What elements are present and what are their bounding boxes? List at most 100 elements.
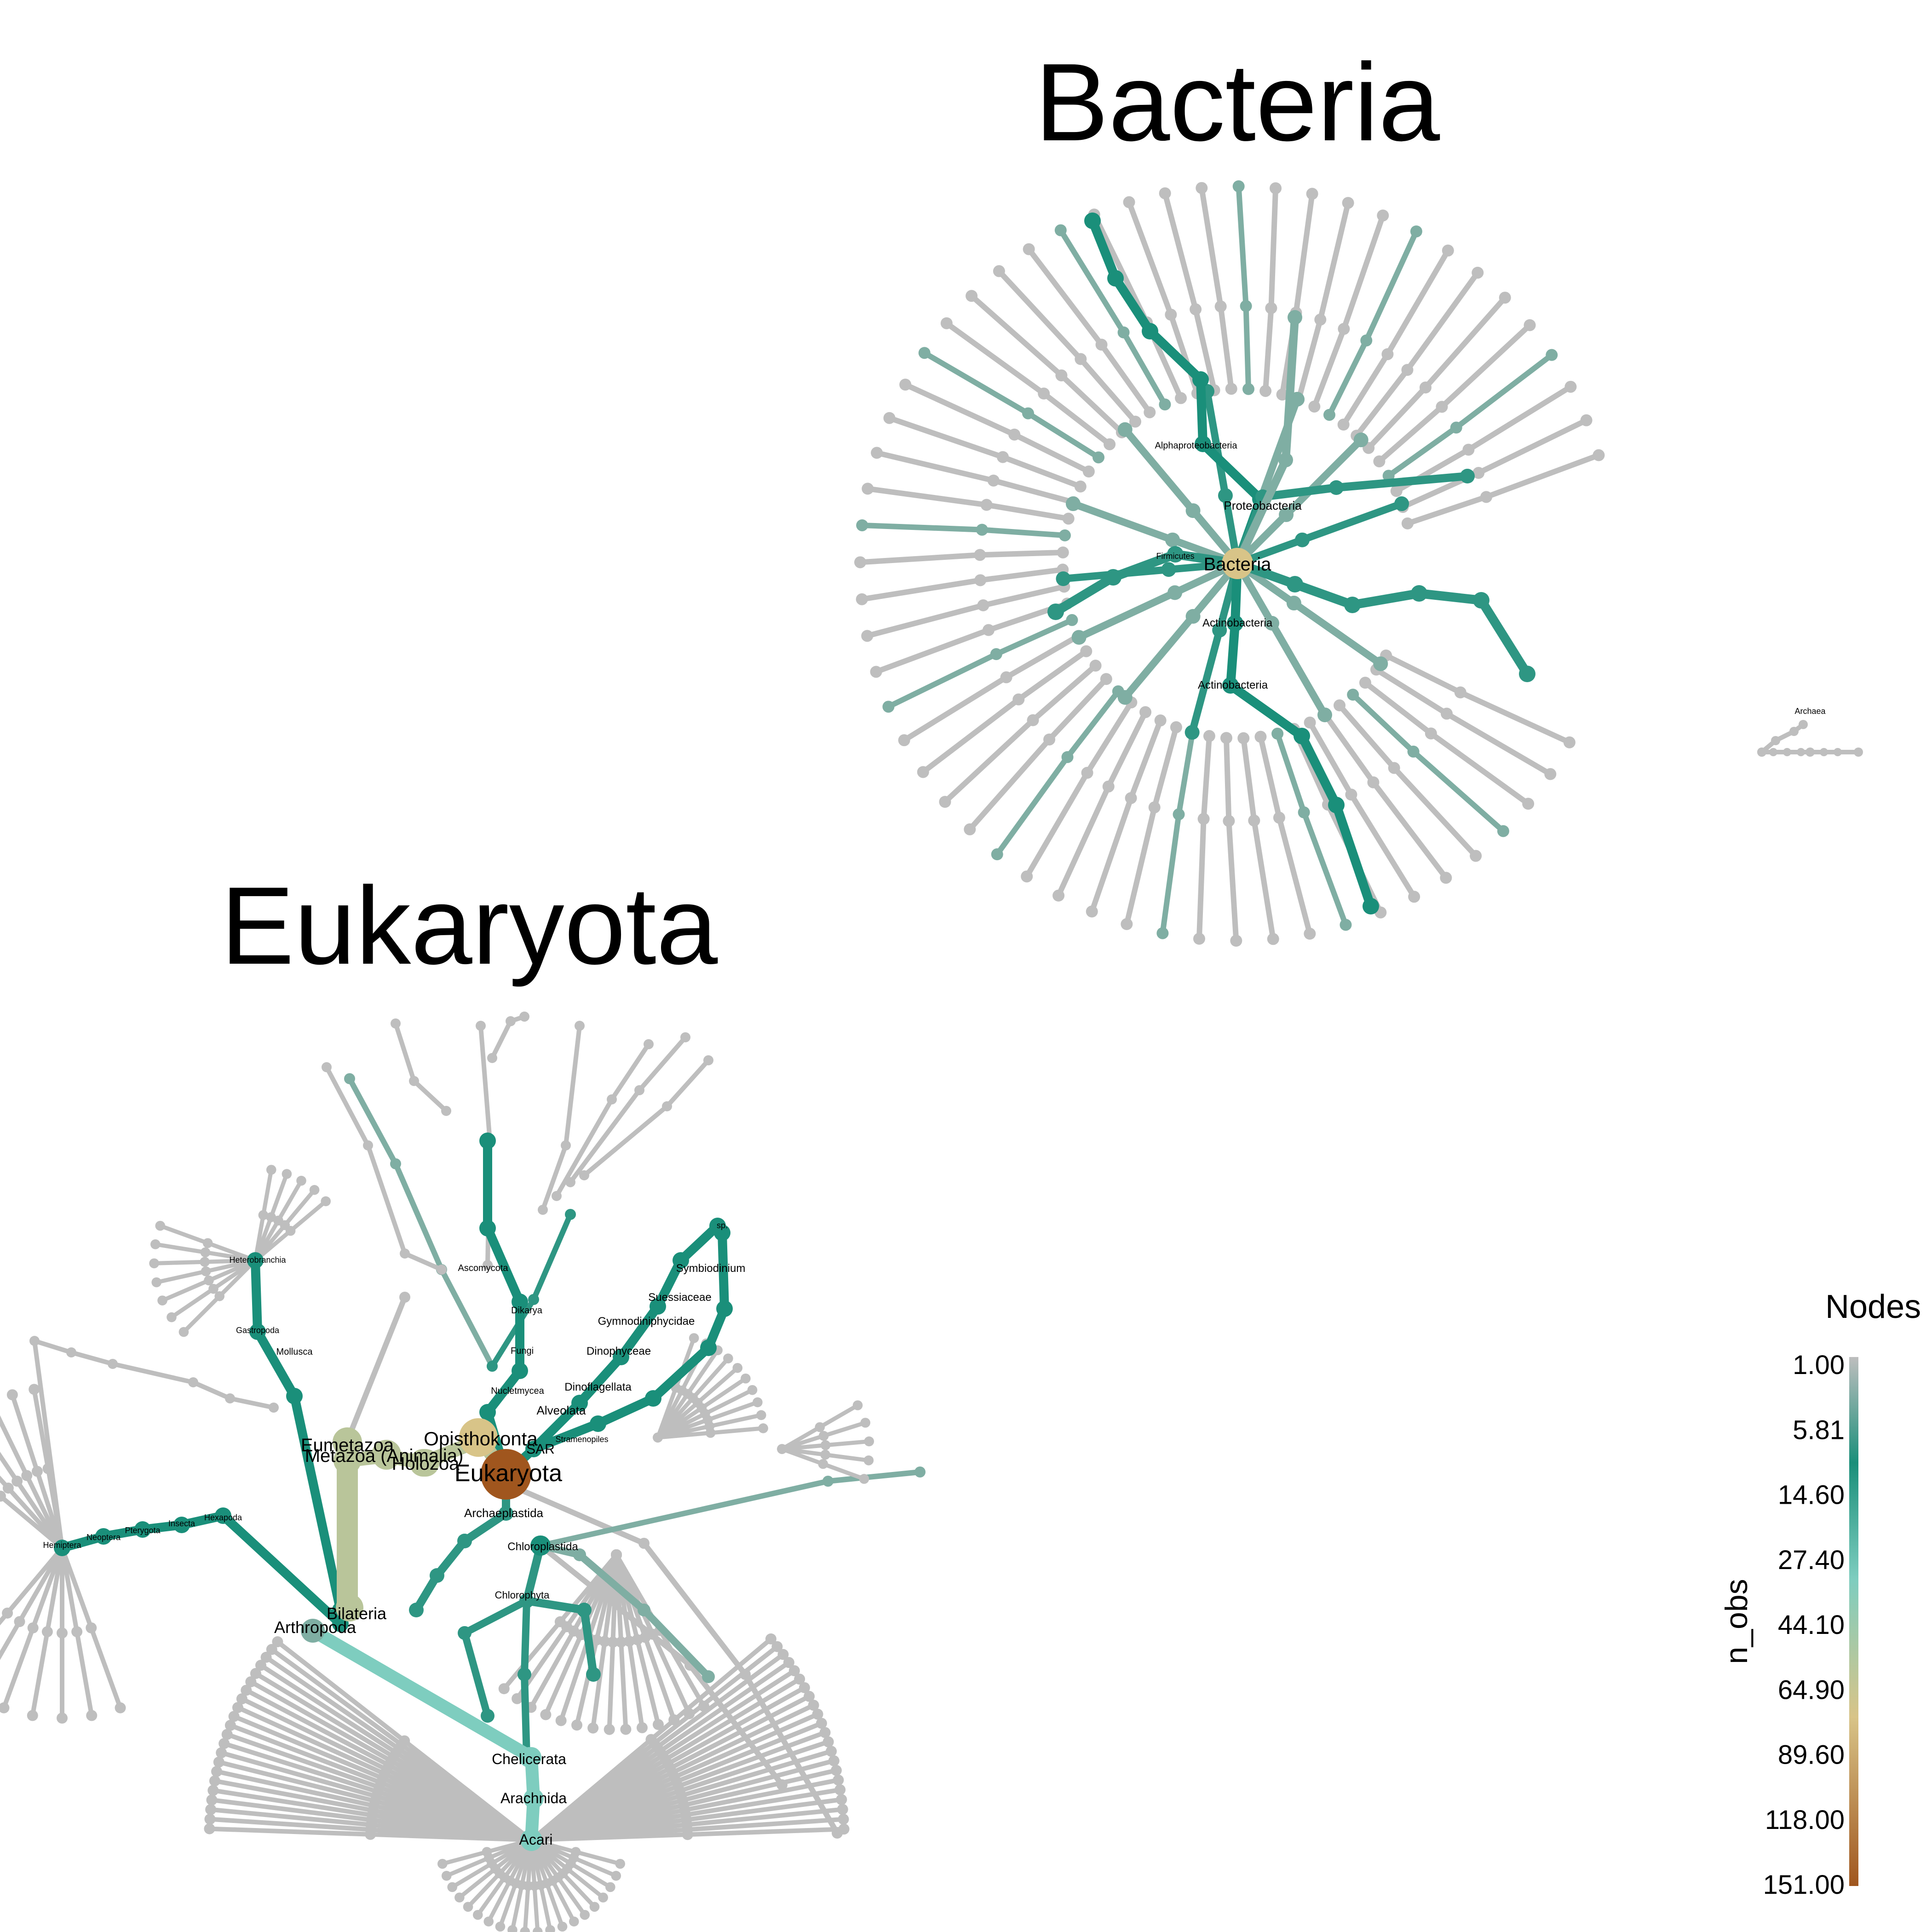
tree-node: [569, 1916, 579, 1926]
tree-node: [151, 1277, 162, 1288]
tree-edge: [324, 1065, 370, 1148]
tree-node: [2, 1607, 13, 1619]
tree-edge: [1326, 338, 1369, 418]
tree-edge: [211, 1788, 375, 1818]
tree-node: [1100, 673, 1112, 685]
tree-node: [740, 1669, 751, 1680]
tree-node: [615, 1858, 625, 1869]
tree-node: [400, 1248, 410, 1259]
tree-node: [615, 1636, 627, 1648]
tree-node: [1497, 825, 1509, 837]
tree-edge: [498, 1881, 518, 1929]
tree-node: [479, 1220, 496, 1236]
label-holozoa: Holozoa: [392, 1454, 460, 1474]
tree-node: [1522, 798, 1535, 810]
tree-node: [1196, 182, 1208, 194]
tree-edge: [558, 1635, 591, 1723]
tree-edge: [261, 1167, 274, 1218]
tree-edge: [1201, 733, 1212, 822]
tree-node: [208, 1283, 218, 1294]
legend-tick-label: 14.60: [1778, 1480, 1845, 1510]
tree-edge: [556, 1875, 587, 1917]
tree-edge: [886, 415, 1006, 460]
tree-node: [134, 1521, 151, 1538]
tree-edge: [1337, 702, 1397, 771]
tree-node: [206, 1794, 218, 1806]
tree-edge: [1340, 351, 1391, 428]
tree-node: [832, 1828, 843, 1839]
tree-node: [864, 1436, 874, 1447]
tree-node: [458, 1626, 472, 1640]
tree-node: [483, 1260, 493, 1270]
tree-edge: [1226, 619, 1240, 690]
tree-edge: [707, 1413, 764, 1429]
tree-node: [14, 1616, 25, 1627]
tree-node: [115, 1702, 126, 1714]
tree-edge: [1322, 712, 1376, 785]
tree-node: [336, 1594, 363, 1622]
tree-node: [644, 1039, 654, 1049]
tree-node: [1408, 891, 1420, 903]
tree-edge: [208, 1807, 374, 1827]
tree-edge: [1091, 212, 1150, 325]
tree-edge: [30, 1629, 50, 1718]
label-alveolata: Alveolata: [537, 1403, 586, 1417]
tree-edge: [699, 1376, 748, 1410]
tree-node: [149, 1258, 159, 1269]
tree-node: [634, 1085, 644, 1095]
tree-node: [607, 1636, 619, 1648]
tree-edge: [640, 1606, 712, 1680]
tree-edge: [637, 1035, 688, 1092]
tree-node: [788, 1665, 800, 1677]
tree-node: [520, 1926, 530, 1932]
tree-node: [1288, 310, 1302, 325]
tree-node: [167, 1312, 177, 1322]
label-hexapoda: Hexapoda: [204, 1513, 242, 1522]
tree-node: [645, 1734, 657, 1745]
tree-edge: [439, 1267, 495, 1369]
tree-node: [255, 1660, 266, 1671]
tree-edge: [30, 1546, 64, 1630]
tree-edge: [32, 1339, 64, 1550]
tree-node: [479, 1404, 496, 1420]
tree-node: [580, 1909, 590, 1920]
tree-node: [447, 1882, 457, 1892]
tree-node: [409, 1076, 419, 1086]
tree-edge: [942, 717, 1036, 805]
tree-edge: [674, 1721, 824, 1784]
tree-edge: [60, 1546, 80, 1634]
tree-node: [650, 1298, 666, 1315]
tree-node: [861, 630, 874, 642]
tree-edge: [521, 1671, 530, 1761]
legend-colorbar: [1849, 1357, 1858, 1886]
tree-edge: [347, 1294, 408, 1438]
tree-node: [178, 1327, 189, 1337]
tree-node: [216, 1747, 227, 1759]
tree-node: [571, 1395, 588, 1411]
tree-node: [991, 848, 1003, 861]
tree-node: [983, 624, 995, 636]
tree-node: [917, 766, 929, 778]
tree-node: [753, 1397, 763, 1408]
label-acari: Acari: [519, 1831, 553, 1848]
tree-node: [1054, 224, 1067, 236]
tree-node: [1317, 707, 1332, 723]
tree-edge: [1124, 805, 1157, 927]
tree-node: [1460, 469, 1475, 483]
legend-title: Nodes: [1825, 1288, 1921, 1325]
tree-node: [1267, 933, 1279, 945]
label-chlorophyta: Chlorophyta: [495, 1589, 550, 1601]
tree-node: [1524, 319, 1536, 331]
tree-edge: [521, 1597, 530, 1678]
tree-edge: [1069, 500, 1177, 544]
tree-node: [882, 701, 895, 713]
tree-node: [833, 1774, 844, 1786]
tree-edge: [1223, 735, 1232, 824]
tree-edge: [1404, 494, 1489, 526]
label-dikarya: Dikarya: [511, 1305, 543, 1316]
tree-node: [555, 1715, 567, 1726]
legend-tick-label: 5.81: [1793, 1415, 1845, 1445]
tree-node: [1271, 727, 1284, 740]
tree-edge: [821, 1461, 867, 1481]
tree-edge: [1251, 817, 1276, 942]
